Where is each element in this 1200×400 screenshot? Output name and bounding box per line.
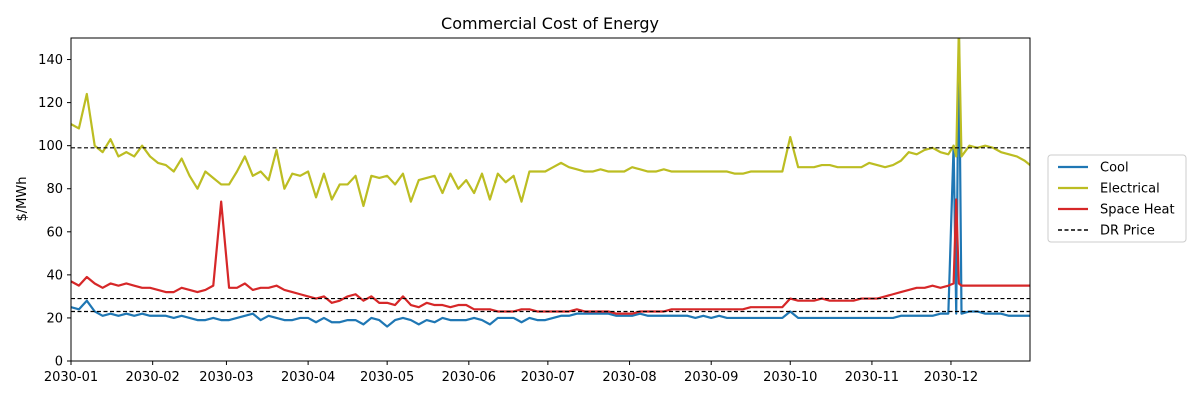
x-tick-label: 2030-03: [199, 370, 253, 385]
y-tick-label: 60: [46, 225, 63, 240]
axes: 0 20 40 60 80 100 120 140 2030-01 2030-02 2030-03 2…: [38, 37, 1031, 385]
x-tick-label: 2030-09: [684, 370, 738, 385]
x-tick-label: 2030-10: [763, 370, 817, 385]
x-tick-label: 2030-12: [924, 370, 978, 385]
legend-label: Cool: [1100, 161, 1129, 176]
y-tick-label: 120: [38, 96, 63, 111]
x-tick-label: 2030-11: [845, 370, 899, 385]
cool-series-line: [71, 38, 1030, 328]
plot-series-group: [71, 38, 1030, 328]
x-tick-label: 2030-07: [521, 370, 575, 385]
legend-label: DR Price: [1100, 224, 1155, 239]
y-tick-label: 0: [55, 355, 63, 370]
x-tick-label: 2030-04: [281, 370, 335, 385]
y-tick-label: 80: [46, 182, 63, 197]
legend-label: Space Heat: [1100, 203, 1175, 218]
y-tick-label: 20: [46, 311, 63, 326]
x-tick-label: 2030-02: [126, 370, 180, 385]
plot-area: [71, 38, 1030, 328]
legend-label: Electrical: [1100, 182, 1160, 197]
legend: Cool Electrical Space Heat DR Price: [1047, 154, 1187, 243]
x-tick-label: 2030-05: [360, 370, 414, 385]
chart-title: Commercial Cost of Energy: [441, 14, 659, 33]
electrical-series-line: [71, 38, 1030, 208]
y-tick-label: 140: [38, 53, 63, 68]
legend-box: [1047, 154, 1187, 243]
y-tick-label: 40: [46, 268, 63, 283]
x-tick-label: 2030-01: [44, 370, 98, 385]
y-tick-label: 100: [38, 139, 63, 154]
y-axis-label: $/MWh: [15, 177, 30, 222]
plot-frame: [70, 37, 1031, 362]
space-heat-series-line: [71, 198, 1030, 315]
x-tick-label: 2030-06: [442, 370, 496, 385]
x-tick-label: 2030-08: [602, 370, 656, 385]
